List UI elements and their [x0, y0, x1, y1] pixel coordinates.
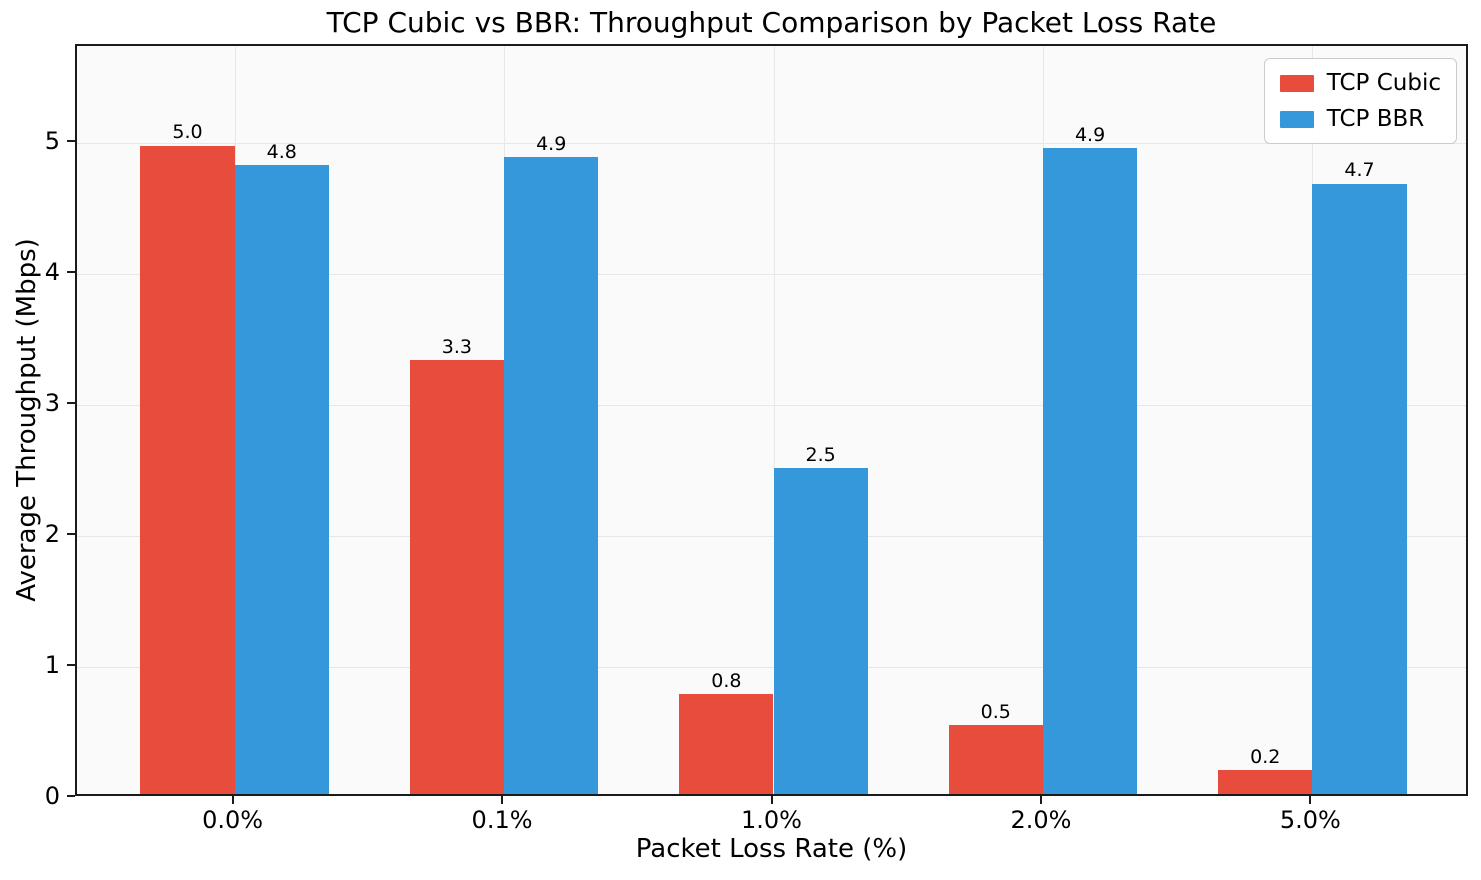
bar-value-label: 4.8	[266, 141, 297, 164]
gridline-y-3	[77, 404, 1466, 406]
gridline-y-4	[77, 273, 1466, 275]
x-tick-label: 0.0%	[202, 806, 264, 834]
bar-value-label: 4.9	[536, 133, 567, 156]
legend-label: TCP BBR	[1326, 106, 1425, 132]
bar-value-label: 4.9	[1074, 124, 1106, 147]
y-tick-label: 1	[44, 650, 60, 679]
x-axis-label: Packet Loss Rate (%)	[635, 834, 908, 864]
y-tick-mark	[67, 532, 75, 535]
y-tick-mark	[67, 139, 75, 142]
y-tick-label: 4	[44, 257, 60, 286]
gridline-y-5	[77, 142, 1466, 144]
plot-area: 5.0 3.3 0.8 0.5 0.2 4.8 4.9 2.5 4.9 4.7 TCP Cubic…	[75, 44, 1468, 796]
y-tick-mark	[67, 401, 75, 404]
bar-tcp-cubic-5.0%	[1218, 770, 1313, 794]
legend: TCP Cubic TCP BBR	[1263, 58, 1457, 144]
legend-item-tcp-cubic: TCP Cubic	[1279, 70, 1441, 96]
x-tick-mark	[1039, 796, 1042, 804]
bar-value-label: 3.3	[441, 336, 473, 359]
x-tick-mark	[231, 796, 234, 804]
bar-value-label: 5.0	[172, 121, 203, 144]
bar-tcp-bbr-1.0%	[773, 467, 868, 794]
x-tick-label: 0.1%	[471, 806, 533, 834]
x-tick-mark	[770, 796, 773, 804]
bar-value-label: 2.5	[805, 443, 836, 466]
y-tick-label: 5	[44, 126, 60, 155]
bar-tcp-bbr-0.1%	[504, 157, 599, 794]
y-tick-label: 2	[44, 519, 60, 548]
x-tick-mark	[501, 796, 504, 804]
gridline-y-1	[77, 666, 1466, 668]
bar-tcp-bbr-2.0%	[1042, 148, 1138, 794]
y-tick-label: 3	[44, 388, 60, 417]
legend-item-tcp-bbr: TCP BBR	[1279, 106, 1441, 132]
y-tick-mark	[67, 663, 75, 666]
bar-tcp-bbr-5.0%	[1312, 183, 1407, 794]
bar-value-label: 4.7	[1344, 159, 1375, 182]
legend-swatch-tcp-bbr	[1279, 110, 1314, 128]
bar-tcp-cubic-0.1%	[409, 360, 505, 794]
chart-title: TCP Cubic vs BBR: Throughput Comparison …	[326, 6, 1217, 39]
gridline-x-2	[773, 46, 775, 794]
y-tick-mark	[67, 795, 75, 797]
bar-value-label: 0.5	[980, 700, 1011, 723]
x-tick-label: 5.0%	[1279, 806, 1341, 834]
y-tick-label: 0	[44, 782, 60, 810]
bar-tcp-cubic-2.0%	[948, 724, 1043, 794]
y-tick-mark	[67, 270, 75, 273]
bar-tcp-bbr-0.0%	[234, 165, 329, 794]
gridline-y-2	[77, 535, 1466, 537]
bar-value-label: 0.8	[711, 670, 742, 693]
legend-label: TCP Cubic	[1326, 70, 1441, 96]
bar-value-label: 0.2	[1250, 746, 1281, 769]
x-tick-label: 1.0%	[741, 806, 802, 834]
bar-tcp-cubic-0.0%	[140, 145, 235, 794]
x-tick-mark	[1309, 796, 1312, 804]
bar-tcp-cubic-1.0%	[679, 694, 774, 794]
x-tick-label: 2.0%	[1010, 806, 1072, 834]
legend-swatch-tcp-cubic	[1279, 74, 1314, 92]
